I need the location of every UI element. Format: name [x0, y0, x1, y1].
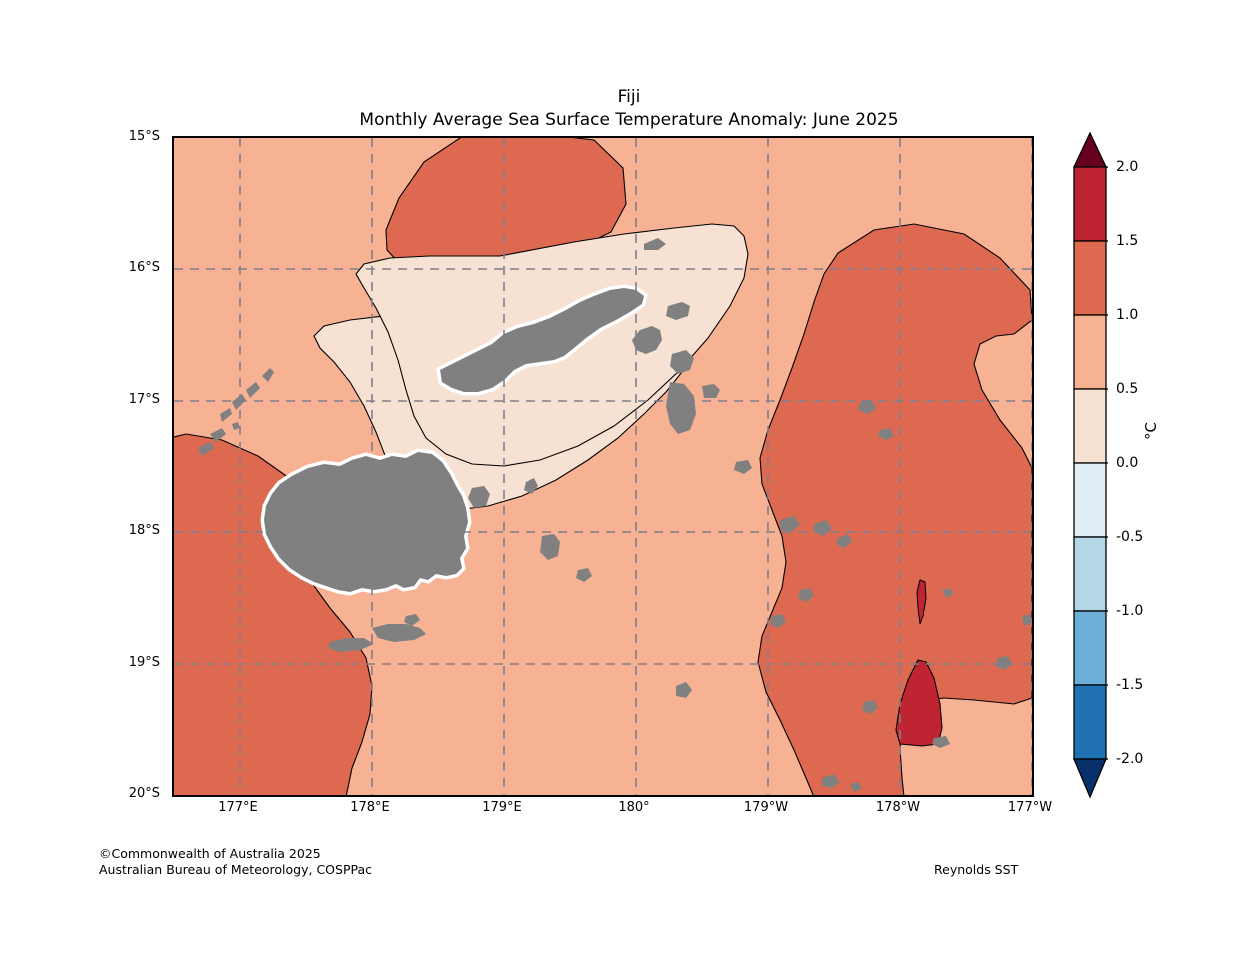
colorbar-band-neg2p0-neg1p5 — [1073, 684, 1107, 760]
land-yasawa-2 — [246, 382, 260, 398]
colorbar-band-1p0-1p5 — [1073, 240, 1107, 316]
ytick-16S: 16°S — [128, 260, 160, 275]
colorbar-tick-1p0: 1.0 — [1116, 307, 1139, 323]
colorbar-band-neg0p5-0p0 — [1073, 462, 1107, 538]
colorbar-band-0p5-1p0 — [1073, 314, 1107, 390]
land-islet-c1 — [524, 478, 538, 494]
chart-title: Fiji Monthly Average Sea Surface Tempera… — [0, 86, 1258, 132]
colorbar-tick-neg1p5: -1.5 — [1116, 677, 1144, 693]
title-line-2: Monthly Average Sea Surface Temperature … — [359, 110, 899, 130]
land-lau-7 — [932, 736, 950, 748]
land-lau-8 — [858, 400, 876, 414]
xtick-179E: 179°E — [482, 800, 522, 815]
land-viti-levu-fill — [264, 452, 468, 592]
land-mamanuca-2 — [198, 442, 214, 456]
ytick-17S: 17°S — [128, 392, 160, 407]
colorbar-extend-min — [1073, 758, 1107, 799]
sst-anomaly-map — [174, 138, 1032, 795]
land-gau — [540, 534, 560, 560]
colorbar-swatches — [1072, 131, 1108, 799]
land-islet-e-small — [702, 384, 720, 398]
xtick-178W: 178°W — [875, 800, 921, 815]
land-kadavu-2 — [328, 638, 374, 652]
land-islet-nw-dot — [232, 422, 240, 430]
land-koro — [666, 382, 696, 434]
land-mamanuca-1 — [210, 428, 226, 442]
colorbar-tick-2p0: 2.0 — [1116, 159, 1139, 175]
ytick-15S: 15°S — [128, 129, 160, 144]
land-lau-2 — [862, 700, 878, 714]
land-lau-9 — [878, 428, 894, 440]
land-islet-ne-2 — [670, 350, 694, 374]
colorbar-ticks — [1106, 166, 1108, 760]
colorbar-extend-max — [1072, 131, 1108, 168]
xtick-180: 180° — [618, 800, 650, 815]
colorbar-tick-neg2p0: -2.0 — [1116, 751, 1144, 767]
land-ovalau — [468, 486, 490, 508]
land-lau-1 — [836, 534, 852, 548]
land-islet-matuku — [798, 588, 814, 602]
land-lau-11 — [644, 238, 666, 250]
copyright-line-2: Australian Bureau of Meteorology, COSPPa… — [99, 862, 372, 877]
colorbar-band-neg1p5-neg1p0 — [1073, 610, 1107, 686]
colorbar-axis-label: °C — [1142, 422, 1160, 440]
copyright-line-1: ©Commonwealth of Australia 2025 — [99, 846, 321, 861]
ytick-18S: 18°S — [128, 523, 160, 538]
colorbar-band-0p0-0p5 — [1073, 388, 1107, 464]
title-line-1: Fiji — [617, 87, 641, 107]
colorbar-band-neg1p0-neg0p5 — [1073, 536, 1107, 612]
land-lau-3 — [822, 774, 840, 788]
xtick-177W: 177°W — [1007, 800, 1053, 815]
colorbar-tick-0p0: 0.0 — [1116, 455, 1139, 471]
land-islet-totoya — [770, 614, 786, 628]
land-kadavu-dot — [404, 614, 420, 626]
colorbar-band-1p5-2p0 — [1073, 166, 1107, 242]
map-plot-area — [172, 136, 1034, 797]
land-yasawa-1 — [262, 368, 274, 382]
xtick-179W: 179°W — [743, 800, 789, 815]
ytick-19S: 19°S — [128, 655, 160, 670]
land-yasawa-4 — [220, 408, 232, 422]
footer-data-source: Reynolds SST — [934, 862, 1019, 877]
region-hotcore-b-1p5-2p0 — [895, 659, 943, 747]
land-lau-10 — [734, 460, 752, 474]
xtick-177E: 177°E — [218, 800, 258, 815]
colorbar-tick-neg0p5: -0.5 — [1116, 529, 1144, 545]
land-islet-ne-1 — [666, 302, 690, 320]
land-islet-far-e — [1022, 614, 1032, 626]
land-lau-5 — [996, 656, 1012, 670]
land-lau-6 — [942, 588, 954, 598]
land-yasawa-3 — [232, 394, 246, 410]
footer-copyright: ©Commonwealth of Australia 2025 Australi… — [99, 846, 372, 878]
colorbar-tick-neg1p0: -1.0 — [1116, 603, 1144, 619]
colorbar — [1072, 131, 1108, 799]
ytick-20S: 20°S — [128, 786, 160, 801]
land-vanua-levu — [440, 288, 644, 392]
xtick-178E: 178°E — [350, 800, 390, 815]
colorbar-tick-1p5: 1.5 — [1116, 233, 1139, 249]
land-islet-e3 — [780, 516, 800, 532]
land-kadavu-1 — [372, 624, 426, 642]
colorbar-tick-0p5: 0.5 — [1116, 381, 1139, 397]
land-taveuni — [632, 326, 662, 354]
land-lau-4 — [850, 782, 862, 792]
land-islet-moala — [676, 682, 692, 698]
land-islet-c2 — [576, 568, 592, 582]
region-east-1p0-1p5 — [757, 223, 1032, 795]
grid-lines — [174, 138, 1032, 795]
region-hotcore-a-1p5-2p0 — [916, 579, 927, 625]
